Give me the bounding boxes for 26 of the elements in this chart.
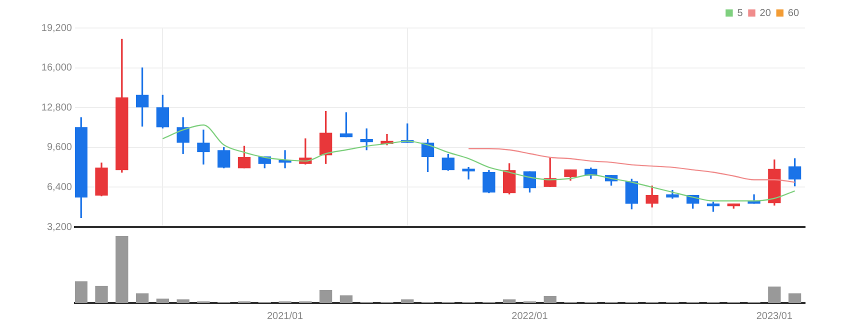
bar	[95, 286, 108, 303]
bar	[156, 298, 170, 303]
legend-label: 5	[737, 8, 744, 19]
candlestick	[462, 166, 475, 180]
y-tick-label: 9,600	[46, 142, 72, 154]
legend-label: 20	[760, 8, 772, 19]
y-tick-label: 16,000	[41, 62, 72, 74]
bar	[75, 281, 88, 303]
y-tick-label: 19,200	[41, 22, 72, 34]
bar	[503, 299, 516, 303]
y-tick-label: 12,800	[41, 102, 72, 114]
x-tick-label: 2023/01	[756, 310, 793, 322]
bar	[401, 299, 414, 303]
bar	[340, 295, 353, 303]
bar	[768, 286, 781, 303]
legend-label: 60	[788, 8, 800, 19]
bar	[116, 236, 128, 303]
y-tick-label: 6,400	[46, 182, 72, 193]
x-tick-label: 2022/01	[512, 310, 548, 322]
bar	[176, 299, 190, 303]
x-tick-label: 2021/01	[266, 310, 304, 322]
bar	[319, 290, 332, 303]
bar	[136, 293, 149, 303]
y-tick-label: 3,200	[46, 222, 72, 233]
bar	[788, 293, 802, 303]
bar	[544, 296, 556, 303]
